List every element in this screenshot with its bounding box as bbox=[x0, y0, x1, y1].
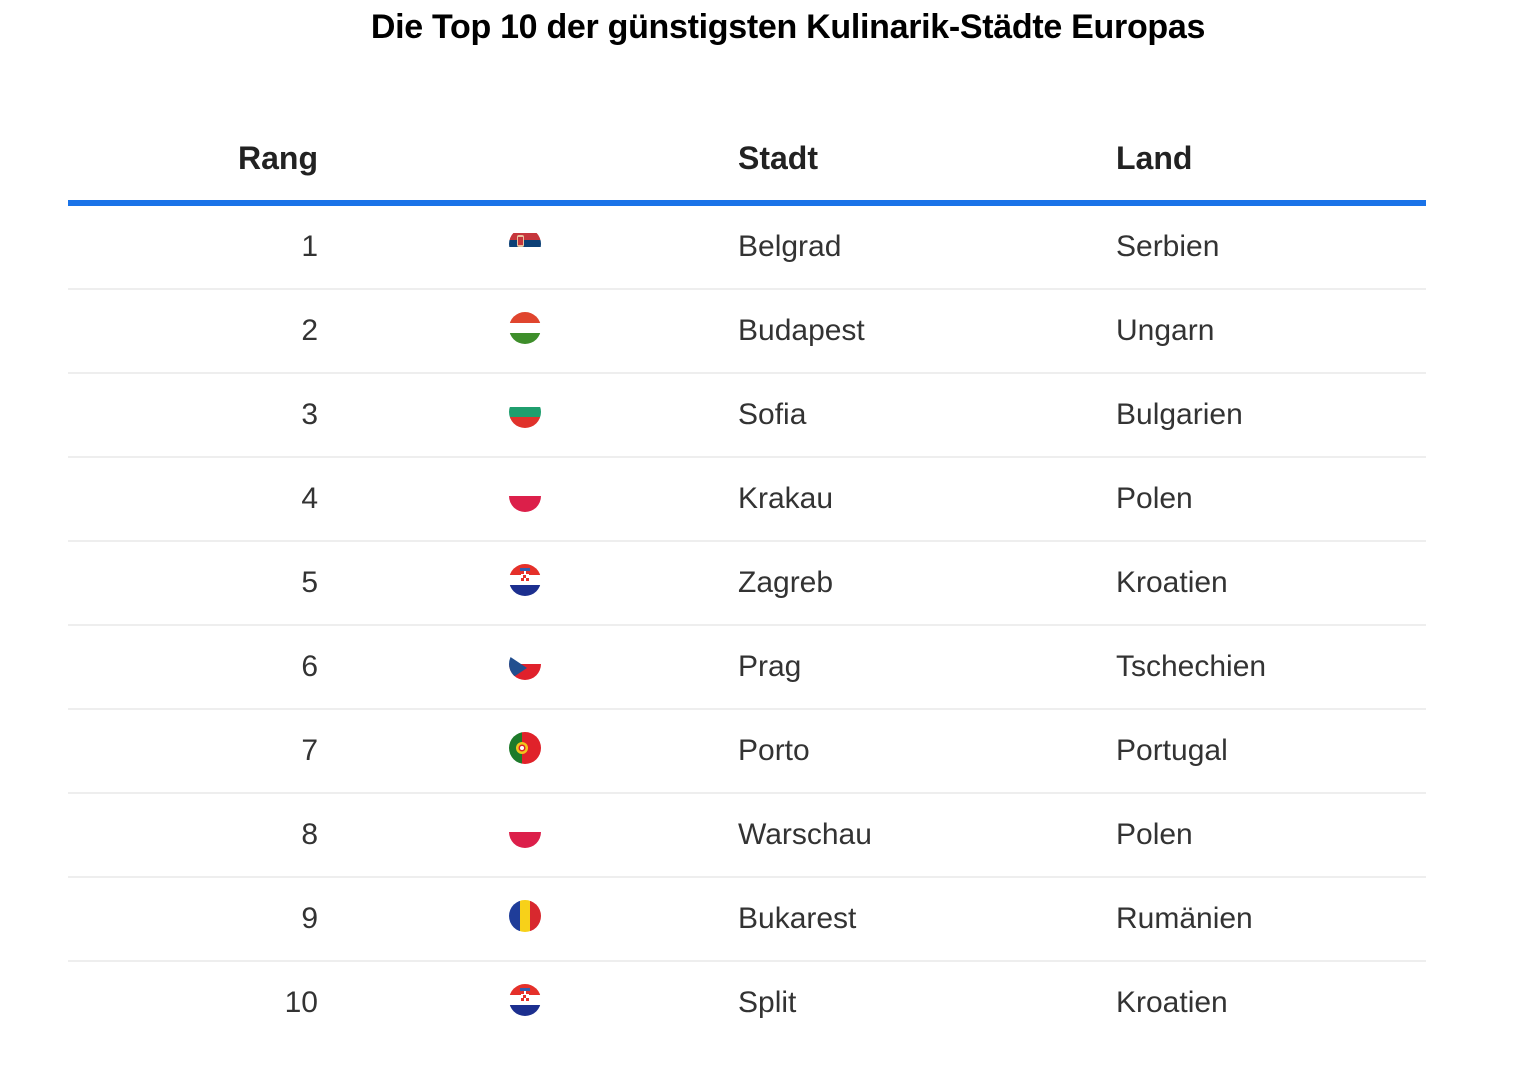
table-row: 7 Porto Portugal bbox=[68, 710, 1426, 794]
bulgaria-flag-icon bbox=[509, 396, 541, 428]
portugal-flag-icon bbox=[509, 732, 541, 764]
table-row: 10 Split Kroatien bbox=[68, 962, 1426, 1044]
rank-cell: 5 bbox=[301, 566, 318, 599]
country-cell: Portugal bbox=[1116, 734, 1228, 767]
table-row: 4 Krakau Polen bbox=[68, 458, 1426, 542]
header-country: Land bbox=[1116, 140, 1193, 176]
croatia-flag-icon bbox=[509, 984, 541, 1016]
rank-cell: 3 bbox=[301, 398, 318, 431]
rank-cell: 8 bbox=[301, 818, 318, 851]
rank-cell: 2 bbox=[301, 314, 318, 347]
city-cell: Warschau bbox=[738, 818, 872, 851]
rank-cell: 6 bbox=[301, 650, 318, 683]
table-header: Rang Stadt Land bbox=[68, 118, 1426, 206]
country-cell: Bulgarien bbox=[1116, 398, 1243, 431]
poland-flag-icon bbox=[509, 480, 541, 512]
croatia-flag-icon bbox=[509, 564, 541, 596]
country-cell: Ungarn bbox=[1116, 314, 1215, 347]
header-city: Stadt bbox=[738, 140, 818, 176]
serbia-flag-icon bbox=[509, 228, 541, 260]
city-cell: Budapest bbox=[738, 314, 865, 347]
romania-flag-icon bbox=[509, 900, 541, 932]
country-cell: Serbien bbox=[1116, 230, 1220, 263]
rank-cell: 4 bbox=[301, 482, 318, 515]
city-cell: Belgrad bbox=[738, 230, 842, 263]
rank-cell: 7 bbox=[301, 734, 318, 767]
table-row: 9 Bukarest Rumänien bbox=[68, 878, 1426, 962]
czech-flag-icon bbox=[509, 648, 541, 680]
table-row: 6 Prag Tschechien bbox=[68, 626, 1426, 710]
page-title: Die Top 10 der günstigsten Kulinarik-Stä… bbox=[370, 8, 1206, 46]
table-row: 8 Warschau Polen bbox=[68, 794, 1426, 878]
table-row: 5 Zagreb Kroatien bbox=[68, 542, 1426, 626]
table-row: 2 Budapest Ungarn bbox=[68, 290, 1426, 374]
table-row: 1 Belgrad Serbien bbox=[68, 206, 1426, 290]
city-cell: Zagreb bbox=[738, 566, 834, 599]
table-row: 3 Sofia Bulgarien bbox=[68, 374, 1426, 458]
country-cell: Polen bbox=[1116, 482, 1193, 515]
hungary-flag-icon bbox=[509, 312, 541, 344]
rank-cell: 9 bbox=[301, 902, 318, 935]
city-cell: Sofia bbox=[738, 398, 807, 431]
ranking-table: Rang Stadt Land 1 Belgrad Serbien 2 Buda… bbox=[68, 118, 1426, 1044]
country-cell: Kroatien bbox=[1116, 566, 1228, 599]
city-cell: Bukarest bbox=[738, 902, 857, 935]
rank-cell: 10 bbox=[284, 986, 318, 1019]
country-cell: Rumänien bbox=[1116, 902, 1253, 935]
country-cell: Polen bbox=[1116, 818, 1193, 851]
country-cell: Tschechien bbox=[1116, 650, 1267, 683]
country-cell: Kroatien bbox=[1116, 986, 1228, 1019]
header-rank: Rang bbox=[238, 140, 318, 176]
city-cell: Prag bbox=[738, 650, 802, 683]
poland-flag-icon bbox=[509, 816, 541, 848]
city-cell: Krakau bbox=[738, 482, 834, 515]
rank-cell: 1 bbox=[301, 230, 318, 263]
city-cell: Split bbox=[738, 986, 797, 1019]
city-cell: Porto bbox=[738, 734, 810, 767]
